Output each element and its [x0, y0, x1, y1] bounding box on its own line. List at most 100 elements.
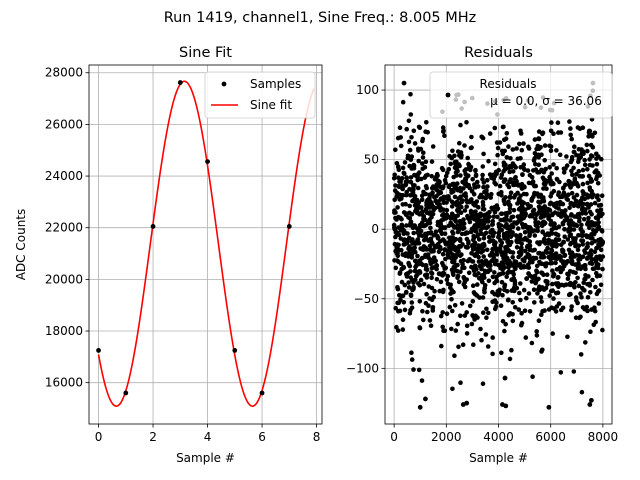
residual-point [507, 195, 513, 200]
residual-point [521, 141, 526, 146]
residual-point [545, 214, 551, 219]
residual-point [416, 148, 421, 153]
residual-point [420, 155, 426, 160]
residual-point [536, 199, 541, 205]
residual-point [509, 215, 514, 220]
residual-point [406, 118, 412, 124]
residual-point [473, 209, 478, 214]
residual-point [557, 152, 563, 158]
residual-point [402, 282, 408, 288]
residual-point [595, 262, 601, 267]
residual-point [450, 246, 455, 251]
residual-point [559, 307, 564, 313]
residual-point [593, 319, 598, 325]
residual-point [541, 221, 547, 227]
residual-point [398, 179, 404, 184]
residual-point [569, 190, 575, 196]
residual-point [406, 139, 412, 145]
residual-point [435, 235, 441, 241]
residual-point [394, 324, 399, 330]
residual-point [472, 223, 478, 228]
residual-point [397, 308, 403, 314]
residual-point [490, 246, 495, 252]
residual-point [426, 255, 431, 260]
residual-point [445, 281, 451, 287]
x-tick-label: 0 [95, 430, 103, 444]
sample-point [123, 390, 129, 396]
residual-point [402, 171, 407, 176]
residual-point [536, 276, 541, 282]
residual-point [484, 315, 489, 321]
residual-point [514, 285, 520, 291]
residual-point [416, 124, 422, 130]
residual-point [410, 198, 415, 204]
residual-point [505, 297, 511, 303]
residual-point [476, 237, 482, 242]
residual-point [547, 201, 553, 207]
residual-point [581, 280, 586, 286]
legend: Residuals μ = 0.0, σ = 36.06 [429, 71, 613, 119]
residual-point [469, 321, 475, 327]
residual-outlier-point [546, 404, 552, 410]
residual-point [558, 214, 564, 219]
residual-point [523, 248, 528, 254]
residual-point [479, 231, 484, 237]
residual-point [397, 125, 403, 130]
residual-point [596, 288, 602, 293]
residual-point [396, 167, 402, 172]
residual-point [576, 243, 582, 248]
residual-point [392, 172, 398, 178]
x-tick-label: 4 [204, 430, 212, 444]
residual-point [447, 304, 453, 310]
y-tick-label: 28000 [45, 66, 83, 80]
residual-point [588, 179, 594, 184]
residual-point [484, 247, 490, 253]
residual-point [428, 225, 433, 231]
residual-point [479, 273, 485, 278]
residual-point [481, 184, 486, 190]
residual-point [547, 293, 552, 298]
residual-point [417, 269, 422, 274]
residual-point [585, 180, 590, 186]
residual-point [489, 258, 495, 264]
residual-point [441, 129, 446, 134]
residual-point [554, 225, 559, 231]
residual-point [495, 206, 501, 211]
residual-point [395, 205, 400, 210]
residual-point [556, 192, 561, 198]
residual-point [398, 143, 404, 149]
residual-point [426, 238, 431, 243]
residual-point [404, 223, 409, 228]
residual-point [512, 176, 518, 181]
residual-point [404, 289, 409, 295]
residual-point [594, 156, 599, 161]
residual-point [532, 228, 537, 233]
residual-point [438, 272, 443, 277]
residual-point [470, 313, 475, 318]
residual-point [502, 287, 507, 293]
residual-point [432, 205, 438, 211]
residual-point [592, 239, 598, 244]
residual-point [575, 247, 581, 253]
residual-point [581, 216, 587, 222]
residual-point [458, 122, 463, 128]
residual-point [508, 190, 514, 195]
sample-point [232, 347, 238, 353]
residual-point [565, 197, 571, 202]
residual-point [478, 326, 483, 332]
residual-point [415, 226, 420, 231]
residual-point [573, 241, 578, 246]
residual-point [413, 268, 418, 274]
residual-point [536, 136, 542, 142]
residual-point [550, 212, 555, 218]
residual-point [574, 223, 580, 228]
residual-point [406, 280, 411, 285]
residual-point [594, 151, 599, 157]
residual-point [590, 154, 595, 159]
residual-point [499, 279, 505, 285]
residual-point [481, 207, 487, 212]
residual-point [471, 237, 476, 243]
residual-point [498, 265, 503, 271]
residual-point [575, 275, 580, 281]
residual-point [516, 254, 521, 260]
